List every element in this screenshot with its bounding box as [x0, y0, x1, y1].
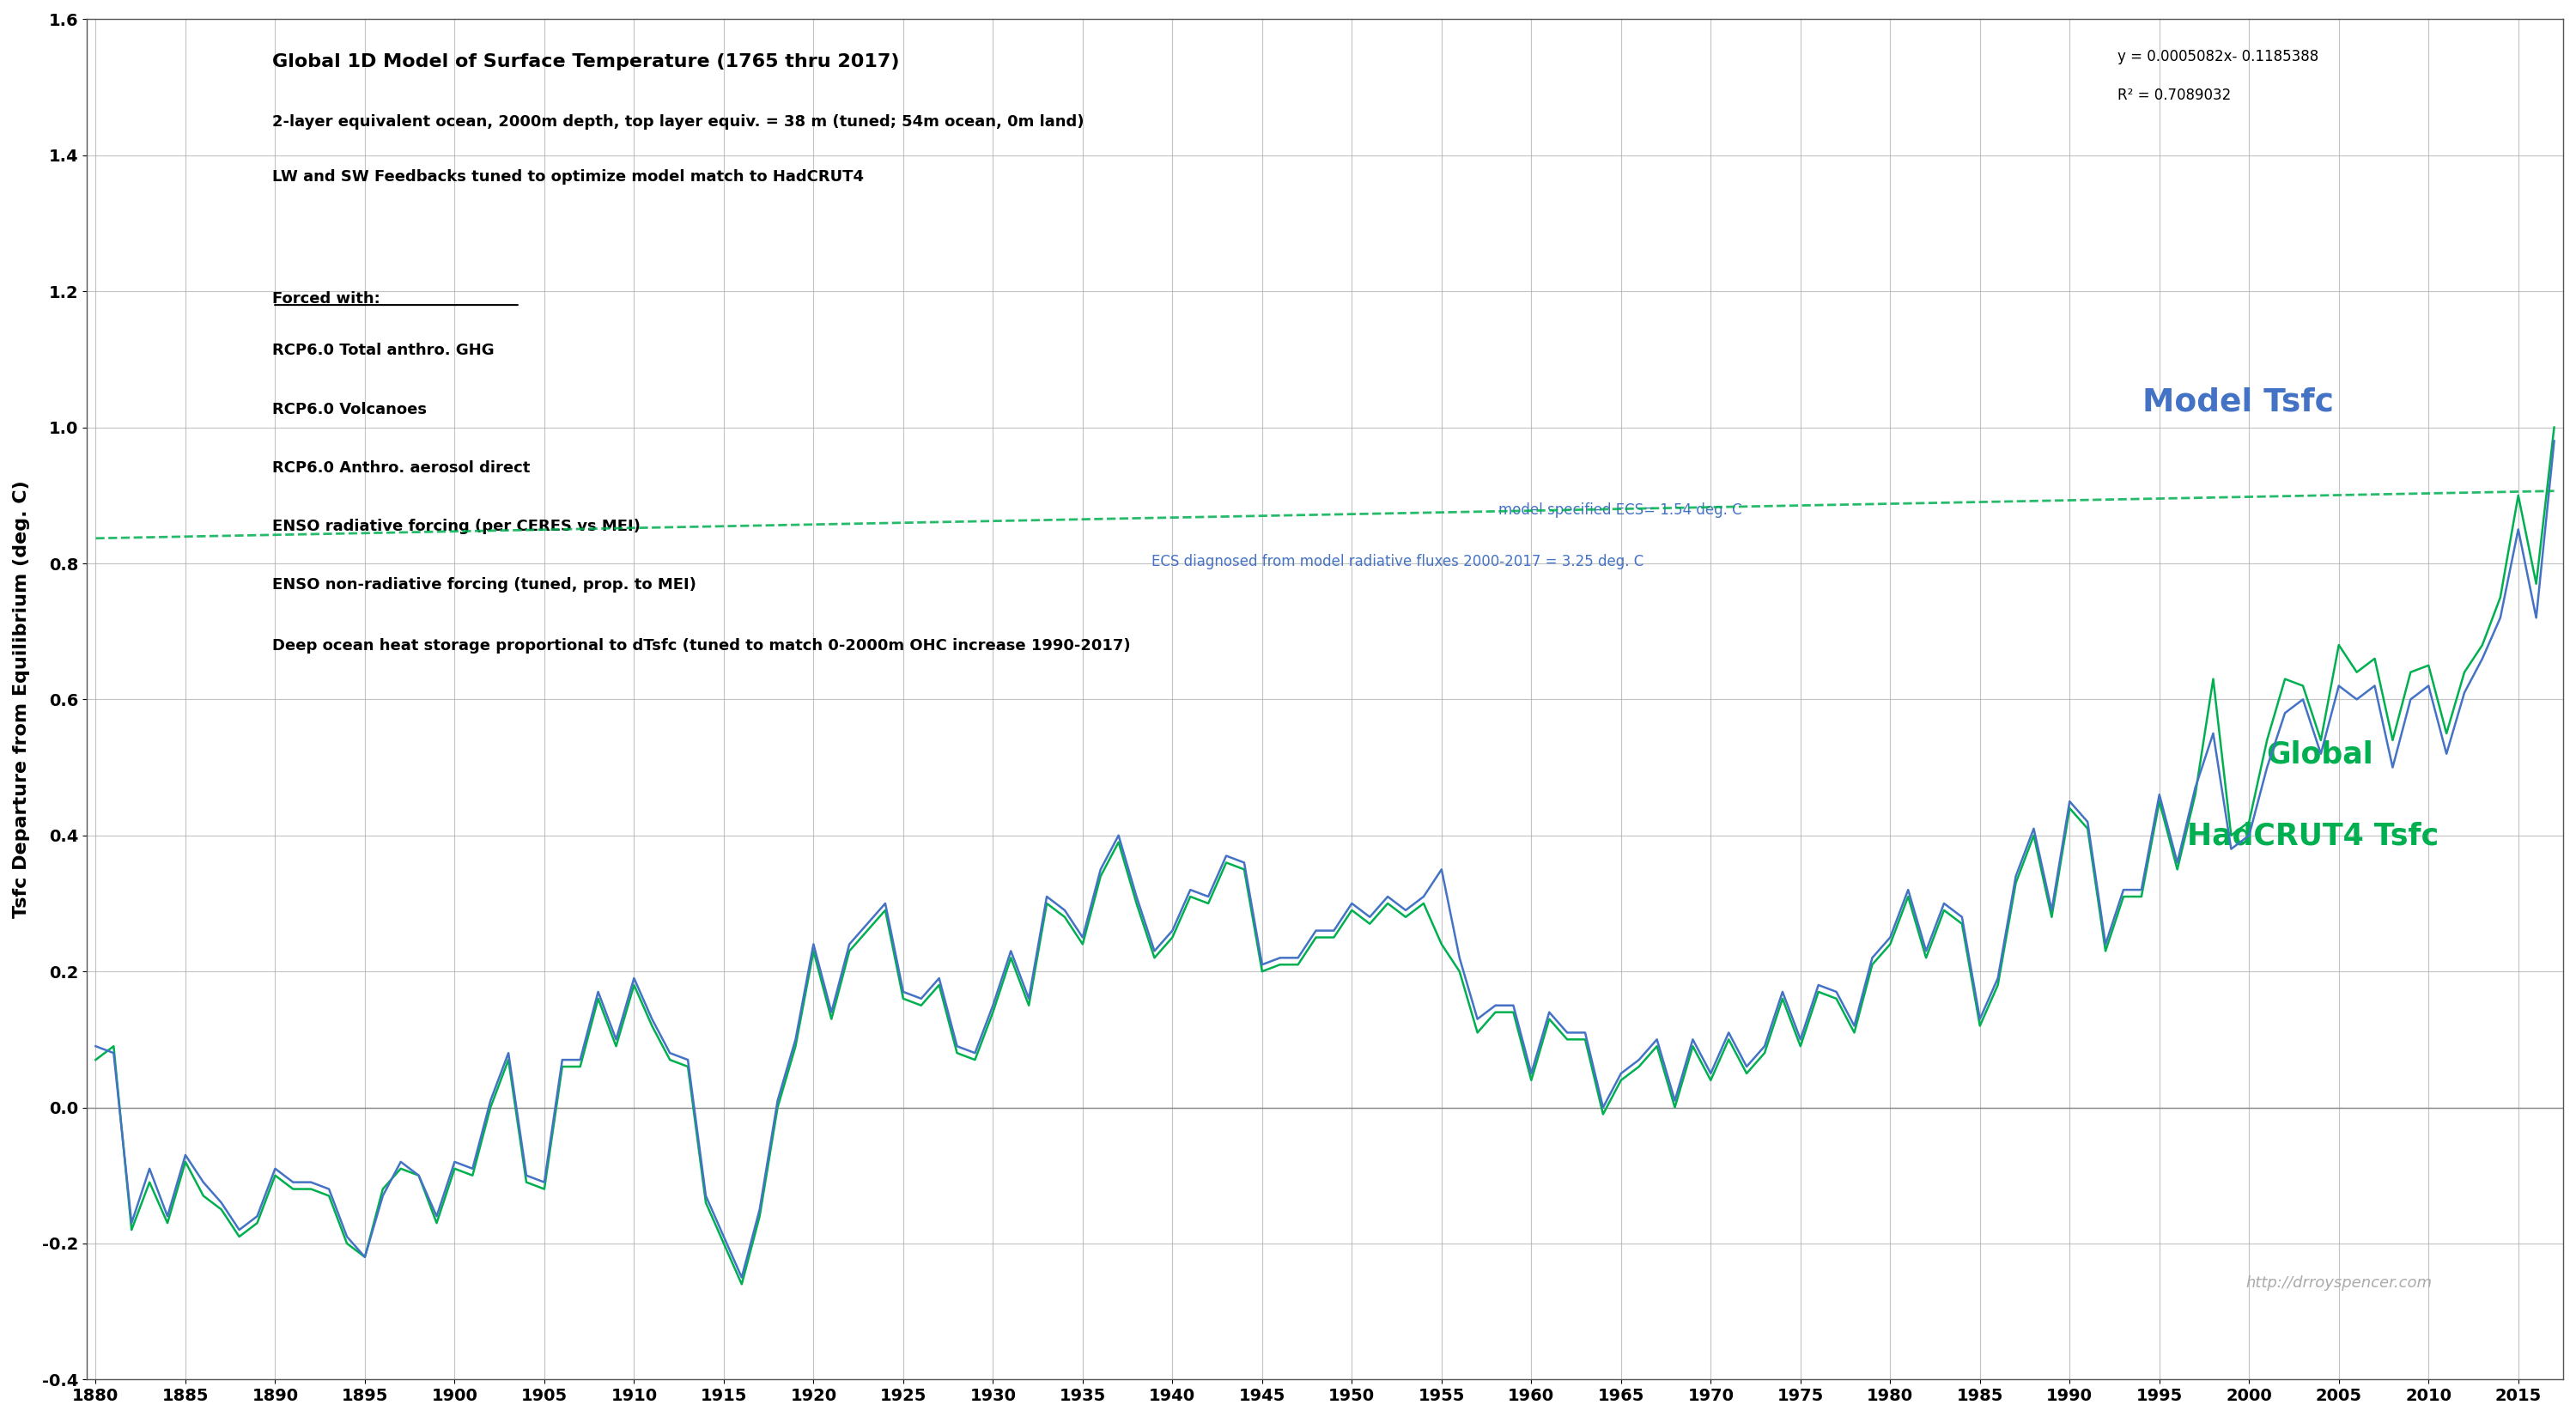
- Text: model specified ECS= 1.54 deg. C: model specified ECS= 1.54 deg. C: [1499, 502, 1741, 517]
- Text: ENSO radiative forcing (per CERES vs MEI): ENSO radiative forcing (per CERES vs MEI…: [273, 519, 641, 534]
- Text: Deep ocean heat storage proportional to dTsfc (tuned to match 0-2000m OHC increa: Deep ocean heat storage proportional to …: [273, 638, 1131, 653]
- Text: RCP6.0 Volcanoes: RCP6.0 Volcanoes: [273, 401, 428, 417]
- Text: http://drroyspencer.com: http://drroyspencer.com: [2246, 1275, 2432, 1291]
- Text: Global: Global: [2267, 740, 2372, 769]
- Text: Global 1D Model of Surface Temperature (1765 thru 2017): Global 1D Model of Surface Temperature (…: [273, 54, 899, 71]
- Text: R² = 0.7089032: R² = 0.7089032: [2117, 88, 2231, 103]
- Y-axis label: Tsfc Departure from Equilibrium (deg. C): Tsfc Departure from Equilibrium (deg. C): [13, 480, 31, 918]
- Text: ECS diagnosed from model radiative fluxes 2000-2017 = 3.25 deg. C: ECS diagnosed from model radiative fluxe…: [1151, 554, 1643, 570]
- Text: ENSO non-radiative forcing (tuned, prop. to MEI): ENSO non-radiative forcing (tuned, prop.…: [273, 577, 696, 592]
- Text: RCP6.0 Anthro. aerosol direct: RCP6.0 Anthro. aerosol direct: [273, 461, 531, 476]
- Text: HadCRUT4 Tsfc: HadCRUT4 Tsfc: [2187, 822, 2439, 852]
- Text: 2-layer equivalent ocean, 2000m depth, top layer equiv. = 38 m (tuned; 54m ocean: 2-layer equivalent ocean, 2000m depth, t…: [273, 115, 1084, 130]
- Text: Model Tsfc: Model Tsfc: [2143, 387, 2334, 418]
- Text: RCP6.0 Total anthro. GHG: RCP6.0 Total anthro. GHG: [273, 343, 495, 359]
- Text: Forced with:: Forced with:: [273, 292, 381, 307]
- Text: LW and SW Feedbacks tuned to optimize model match to HadCRUT4: LW and SW Feedbacks tuned to optimize mo…: [273, 169, 863, 184]
- Text: y = 0.0005082x- 0.1185388: y = 0.0005082x- 0.1185388: [2117, 50, 2318, 65]
